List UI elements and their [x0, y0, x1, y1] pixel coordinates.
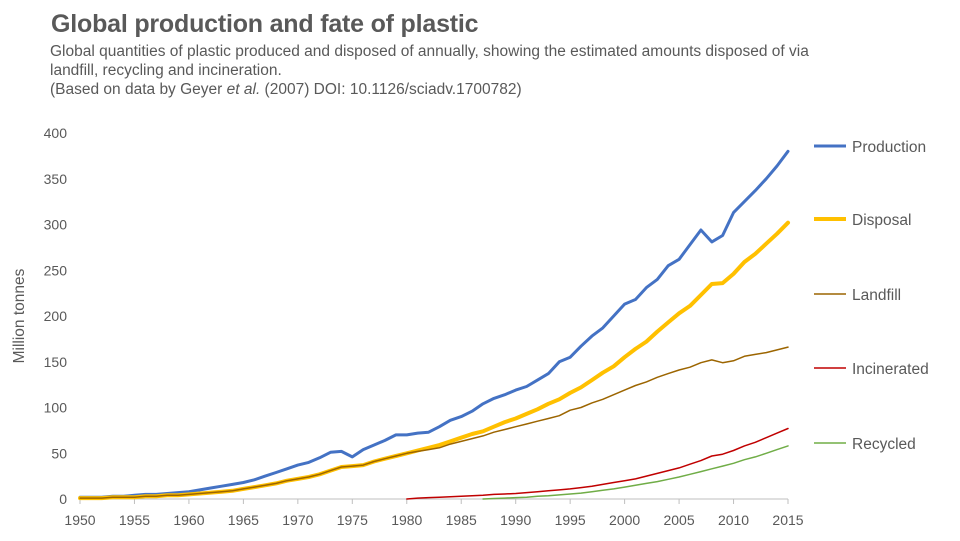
subtitle-text: Global quantities of plastic produced an…	[50, 43, 809, 79]
x-tick-label: 1965	[228, 512, 259, 528]
x-tick-label: 1980	[391, 512, 422, 528]
y-tick-label: 200	[44, 308, 68, 324]
legend-label-landfill: Landfill	[852, 287, 901, 304]
x-tick-label: 1990	[500, 512, 531, 528]
series-line-recycled	[482, 445, 789, 500]
x-tick-label: 2010	[718, 512, 749, 528]
x-tick-label: 2015	[772, 512, 803, 528]
x-tick-label: 1975	[337, 512, 368, 528]
chart-title: Global production and fate of plastic	[51, 10, 479, 38]
y-tick-label: 100	[44, 400, 68, 416]
y-tick-label: 150	[44, 354, 68, 370]
x-tick-label: 2000	[609, 512, 640, 528]
y-tick-label: 50	[51, 445, 67, 461]
x-tick-label: 1995	[555, 512, 586, 528]
source-citation: (Based on data by Geyer et al. (2007) DO…	[50, 80, 840, 99]
y-tick-label: 250	[44, 262, 68, 278]
x-tick-label: 1960	[173, 512, 204, 528]
series-line-landfill	[79, 346, 789, 499]
x-tick-label: 1955	[119, 512, 150, 528]
chart-axes: 0 50 100 150 200 250 300 350 400 1950 1955 1960 1965…	[11, 125, 804, 528]
legend-label-disposal: Disposal	[852, 212, 911, 229]
chart-series	[78, 149, 790, 501]
source-suffix: (2007) DOI: 10.1126/sciadv.1700782)	[260, 81, 522, 98]
legend-label-recycled: Recycled	[852, 436, 916, 453]
source-italic: et al.	[226, 81, 261, 98]
y-axis-label: Million tonnes	[11, 268, 28, 363]
y-tick-label: 300	[44, 217, 68, 233]
y-tick-label: 0	[59, 491, 67, 507]
x-tick-label: 1970	[282, 512, 313, 528]
y-tick-label: 400	[44, 125, 68, 141]
x-tick-label: 2005	[663, 512, 694, 528]
y-tick-label: 350	[44, 171, 68, 187]
series-line-disposal	[78, 220, 790, 501]
source-prefix: (Based on data by Geyer	[50, 81, 227, 98]
chart-legend: Production Disposal Landfill Incinerated Rec…	[814, 139, 929, 453]
legend-label-production: Production	[852, 139, 926, 156]
x-tick-label: 1985	[446, 512, 477, 528]
series-line-incinerated	[406, 427, 789, 500]
chart-subtitle: Global quantities of plastic produced an…	[50, 42, 840, 99]
series-line-production	[78, 149, 790, 499]
legend-label-incinerated: Incinerated	[852, 361, 929, 378]
x-tick-label: 1950	[64, 512, 95, 528]
